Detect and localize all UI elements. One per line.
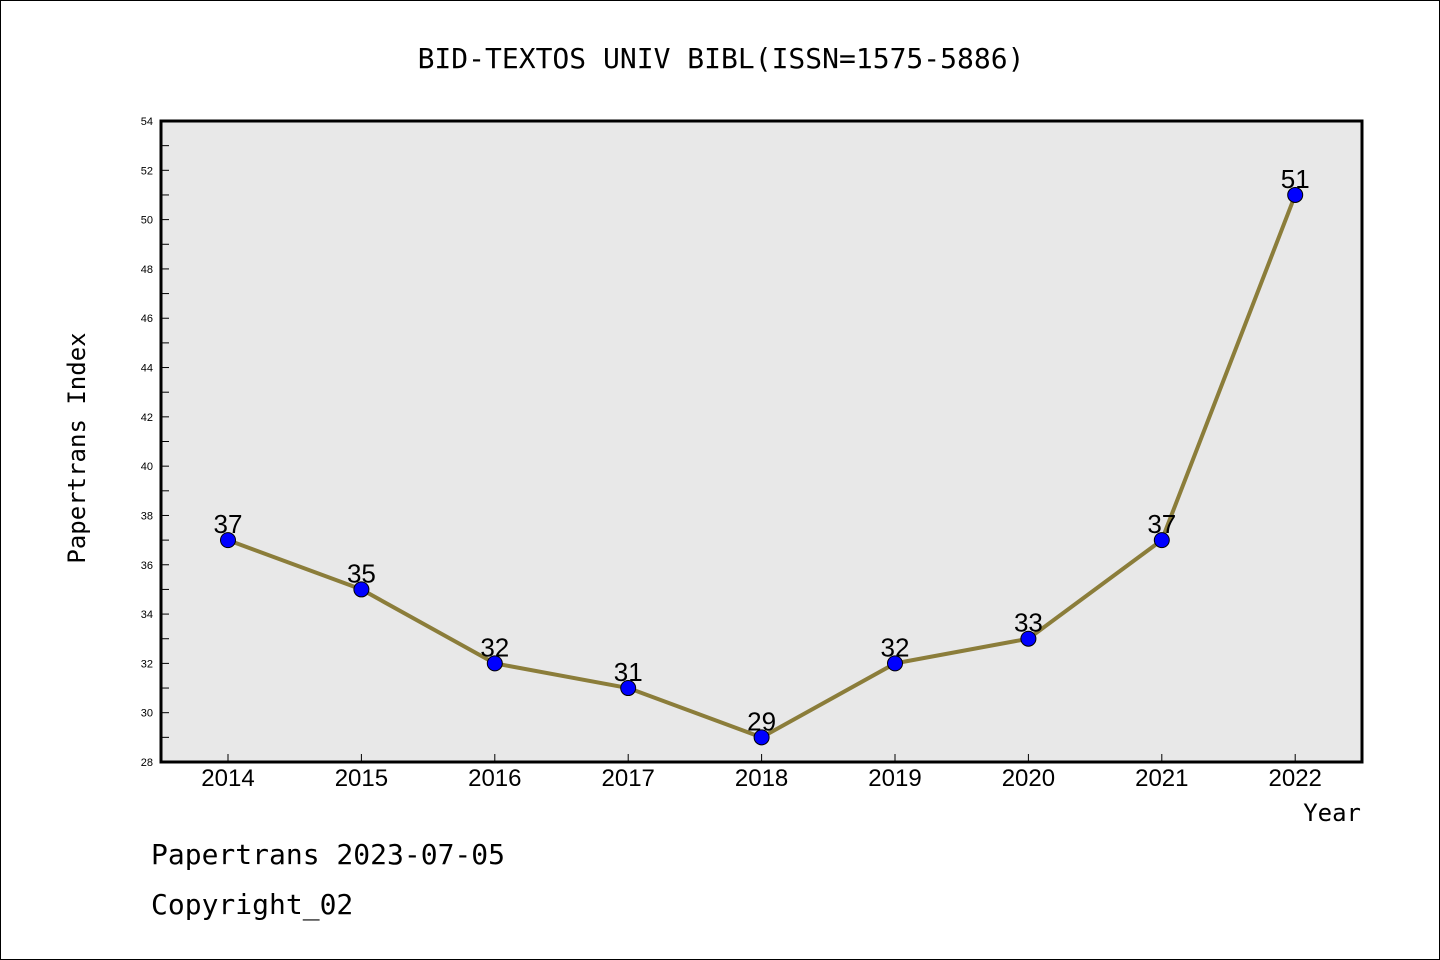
data-point: [486, 655, 503, 672]
x-tick-label: 2017: [602, 765, 655, 792]
y-tick-label: 40: [141, 461, 153, 473]
x-axis-label: Year: [1303, 799, 1361, 827]
data-point: [220, 532, 236, 549]
x-tick-label: 2014: [201, 765, 254, 792]
plot-area: [159, 119, 1364, 764]
data-label: 37: [1147, 509, 1176, 539]
y-tick-label: 54: [141, 116, 153, 128]
y-tick-label: 52: [141, 165, 153, 177]
x-axis: 2014 2015 2016 2017 2018 2019 2020 2021 2022: [201, 754, 1322, 792]
data-label: 33: [1014, 608, 1043, 638]
y-tick-label: 48: [141, 264, 153, 276]
data-point: [353, 581, 370, 598]
y-tick-label: 32: [141, 658, 153, 670]
y-tick-label: 50: [141, 215, 153, 227]
y-tick-label: 34: [141, 609, 153, 621]
data-label: 37: [214, 509, 243, 539]
data-point: [1153, 532, 1170, 549]
x-tick-label: 2018: [735, 765, 788, 792]
chart-title: BID-TEXTOS UNIV BIBL(ISSN=1575-5886): [418, 42, 1025, 75]
y-axis-label: Papertrans Index: [63, 332, 91, 563]
data-point: [887, 655, 903, 672]
y-axis: 28 30 32 34 36 38 40 42 44 46 48 50 52 54: [141, 116, 169, 769]
data-point: [620, 680, 637, 697]
footer-copyright: Copyright_02: [151, 888, 353, 922]
data-label: 35: [347, 558, 376, 588]
data-label: 51: [1281, 164, 1310, 194]
data-point: [1287, 186, 1304, 203]
data-label: 32: [881, 632, 910, 662]
data-label: 32: [480, 632, 509, 662]
y-tick-label: 30: [141, 708, 153, 720]
data-label: 29: [747, 706, 776, 736]
x-tick-label: 2020: [1002, 765, 1055, 792]
y-tick-label: 44: [141, 363, 153, 375]
x-tick-label: 2019: [868, 765, 921, 792]
x-tick-label: 2015: [335, 765, 388, 792]
data-labels: 37 35 32 31 29 32 33 37 51: [214, 164, 1310, 736]
x-tick-label: 2016: [468, 765, 521, 792]
series-group: [220, 186, 1304, 746]
y-tick-label: 38: [141, 510, 153, 522]
x-tick-label: 2022: [1269, 765, 1322, 792]
y-tick-label: 36: [141, 560, 153, 572]
x-tick-label: 2021: [1135, 765, 1188, 792]
data-point: [753, 729, 770, 746]
footer-date: Papertrans 2023-07-05: [151, 838, 505, 871]
data-point: [1020, 630, 1037, 647]
y-tick-label: 28: [141, 757, 153, 769]
y-tick-label: 46: [141, 313, 153, 325]
data-label: 31: [614, 657, 643, 687]
y-tick-label: 42: [141, 412, 153, 424]
